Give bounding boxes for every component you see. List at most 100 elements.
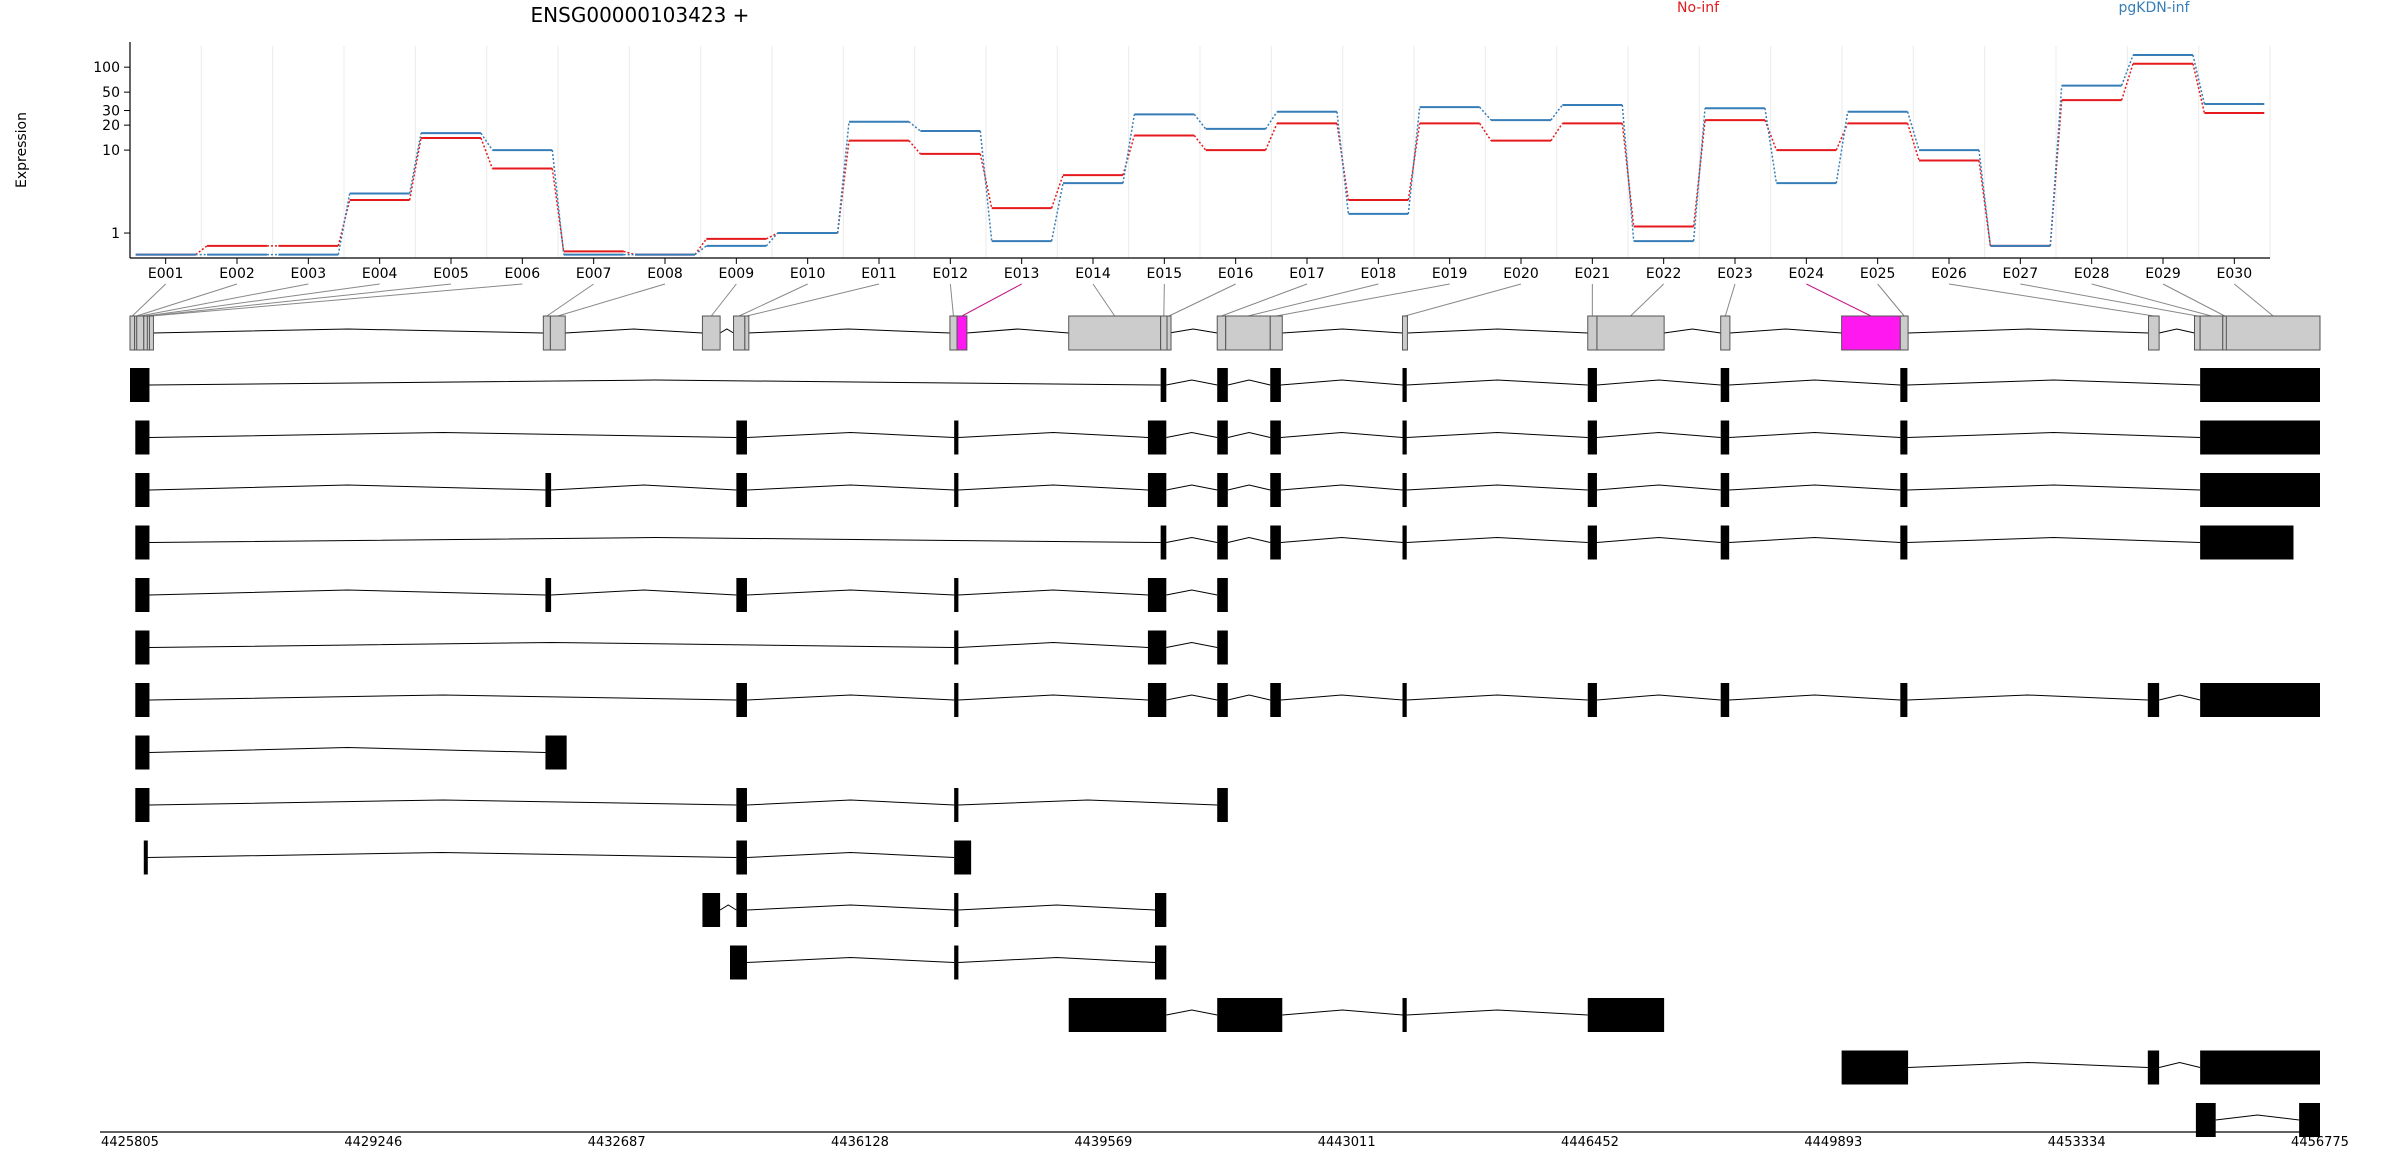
exon-bin-e024 <box>1842 316 1901 350</box>
transcript-exon <box>1270 421 1281 455</box>
transcript-exon <box>736 578 747 612</box>
x-tick-label: E016 <box>1218 266 1254 282</box>
transcript-exon <box>1217 421 1228 455</box>
transcript-exon <box>1161 526 1167 560</box>
transcript-exon <box>1148 631 1166 665</box>
x-tick-label: E018 <box>1361 266 1397 282</box>
x-tick-label: E003 <box>291 266 327 282</box>
transcript-exon <box>1588 473 1597 507</box>
exon-bin-e017 <box>1217 316 1225 350</box>
transcript-exon <box>130 368 149 402</box>
x-tick-label: E012 <box>933 266 969 282</box>
x-tick-label: E023 <box>1717 266 1753 282</box>
transcript-exon <box>545 578 551 612</box>
x-tick-label: E006 <box>505 266 541 282</box>
transcript-exon <box>1402 421 1406 455</box>
x-tick-label: E010 <box>790 266 826 282</box>
x-tick-label: E020 <box>1503 266 1539 282</box>
transcript-exon <box>545 473 551 507</box>
x-tick-label: E005 <box>433 266 469 282</box>
transcript-exon <box>954 946 958 980</box>
transcript-exon <box>736 421 747 455</box>
genomic-tick-label: 4446452 <box>1561 1135 1619 1150</box>
transcript-exon <box>2200 421 2320 455</box>
x-tick-label: E017 <box>1289 266 1325 282</box>
exon-bin-e019 <box>1270 316 1282 350</box>
transcript-exon <box>1270 683 1281 717</box>
transcript-exon <box>736 893 747 927</box>
transcript-exon <box>954 683 958 717</box>
exon-bin-e023 <box>1721 316 1730 350</box>
exon-bin-e030 <box>2226 316 2320 350</box>
transcript-exon <box>135 473 149 507</box>
transcript-exon <box>1155 946 1166 980</box>
genomic-tick-label: 4453334 <box>2048 1135 2106 1150</box>
genomic-tick-label: 4456775 <box>2291 1135 2349 1150</box>
genomic-tick-label: 4443011 <box>1318 1135 1376 1150</box>
transcript-exon <box>2200 526 2293 560</box>
exon-bin-e022 <box>1597 316 1664 350</box>
transcript-exon <box>1148 421 1166 455</box>
x-tick-label: E008 <box>647 266 683 282</box>
transcript-exon <box>135 683 149 717</box>
exon-bin-e013 <box>957 316 967 350</box>
exon-bin-e020 <box>1402 316 1407 350</box>
transcript-exon <box>1148 473 1166 507</box>
bin-connector-e015 <box>1164 284 1165 316</box>
transcript-exon <box>1900 421 1907 455</box>
transcript-exon <box>2200 1051 2320 1085</box>
y-tick-label: 20 <box>102 118 120 134</box>
exon-bin-e028 <box>2200 316 2223 350</box>
transcript-exon <box>1900 473 1907 507</box>
transcript-exon <box>1270 473 1281 507</box>
transcript-exon <box>545 736 566 770</box>
transcript-exon <box>1217 998 1282 1032</box>
transcript-exon <box>1402 473 1406 507</box>
transcript-exon <box>135 788 149 822</box>
transcript-exon <box>1588 368 1597 402</box>
x-tick-label: E024 <box>1789 266 1825 282</box>
transcript-exon <box>730 946 747 980</box>
transcript-exon <box>736 683 747 717</box>
transcript-exon <box>954 473 958 507</box>
y-tick-label: 1 <box>111 226 120 242</box>
exon-bin-e006 <box>149 316 153 350</box>
transcript-exon <box>1217 578 1228 612</box>
exon-bin-e011 <box>745 316 749 350</box>
transcript-exon <box>736 473 747 507</box>
transcript-exon <box>2148 1051 2159 1085</box>
exon-bin-e007 <box>543 316 550 350</box>
x-tick-label: E027 <box>2003 266 2039 282</box>
transcript-exon <box>1721 368 1729 402</box>
x-tick-label: E015 <box>1147 266 1183 282</box>
transcript-exon <box>1217 368 1228 402</box>
transcript-exon <box>1588 526 1597 560</box>
transcript-exon <box>1270 368 1281 402</box>
transcript-exon <box>736 841 747 875</box>
exon-bin-e014 <box>1069 316 1161 350</box>
exon-bin-e027 <box>2194 316 2200 350</box>
transcript-exon <box>1721 421 1729 455</box>
exon-bin-e015 <box>1161 316 1167 350</box>
transcript-exon <box>2200 473 2320 507</box>
genomic-tick-label: 4449893 <box>1804 1135 1862 1150</box>
transcript-exon <box>954 788 958 822</box>
transcript-exon <box>954 893 958 927</box>
transcript-exon <box>1900 683 1907 717</box>
transcript-exon <box>135 421 149 455</box>
transcript-exon <box>1270 526 1281 560</box>
transcript-exon <box>1148 683 1166 717</box>
transcript-exon <box>1217 526 1228 560</box>
transcript-exon <box>954 578 958 612</box>
transcript-exon <box>144 841 148 875</box>
transcript-exon <box>1217 473 1228 507</box>
x-tick-label: E002 <box>219 266 255 282</box>
x-tick-label: E013 <box>1004 266 1040 282</box>
x-tick-label: E001 <box>148 266 184 282</box>
transcript-exon <box>1155 893 1166 927</box>
genomic-tick-label: 4425805 <box>101 1135 159 1150</box>
transcript-exon <box>1900 526 1907 560</box>
exon-bin-e010 <box>734 316 745 350</box>
exon-bin-e018 <box>1226 316 1271 350</box>
